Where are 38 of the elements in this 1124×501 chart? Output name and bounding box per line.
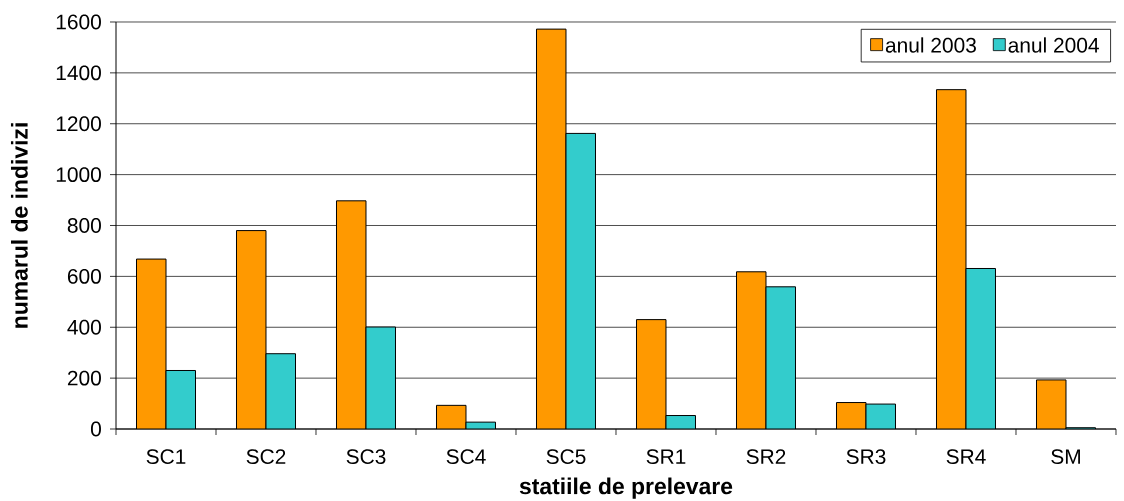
y-tick-label: 1600: [56, 14, 101, 30]
x-tick-label: SR3: [846, 449, 886, 465]
x-tick-label: SC3: [346, 449, 386, 465]
bar: [565, 133, 596, 429]
y-tick-label: 0: [90, 421, 101, 437]
bar: [236, 230, 266, 429]
y-tick-label: 1000: [56, 167, 101, 183]
bar: [736, 271, 766, 429]
y-tick-label: 1400: [56, 65, 101, 81]
x-tick-label: SC5: [546, 449, 586, 465]
bar: [136, 259, 166, 429]
bar: [836, 402, 866, 429]
legend-label: anul 2003: [885, 37, 976, 53]
bar: [166, 370, 196, 429]
x-tick-label: SR4: [946, 449, 986, 465]
x-tick-label: SC2: [246, 449, 286, 465]
y-axis-title: numarul de indivizi: [10, 123, 28, 328]
x-tick-label: SR1: [646, 449, 686, 465]
y-tick-label: 400: [67, 319, 101, 335]
y-tick-label: 800: [67, 218, 101, 233]
x-tick-label: SC1: [146, 449, 186, 465]
y-tick-label: 600: [67, 268, 101, 284]
x-axis-title: statiile de prelevare: [519, 477, 733, 499]
y-tick-label: 1200: [56, 116, 101, 132]
bar: [266, 353, 296, 429]
bar: [366, 327, 396, 429]
bar: [536, 29, 566, 429]
bar: [965, 268, 996, 429]
x-tick-label: SC4: [446, 449, 486, 465]
bar: [636, 319, 666, 429]
x-tick-label: SR2: [746, 449, 786, 465]
x-tick-label: SM: [1051, 449, 1080, 465]
bar: [936, 89, 966, 429]
legend-label: anul 2004: [1008, 37, 1099, 53]
bar: [336, 200, 366, 429]
bar: [1035, 379, 1067, 429]
bar: [765, 286, 796, 429]
y-tick-label: 200: [67, 370, 101, 386]
